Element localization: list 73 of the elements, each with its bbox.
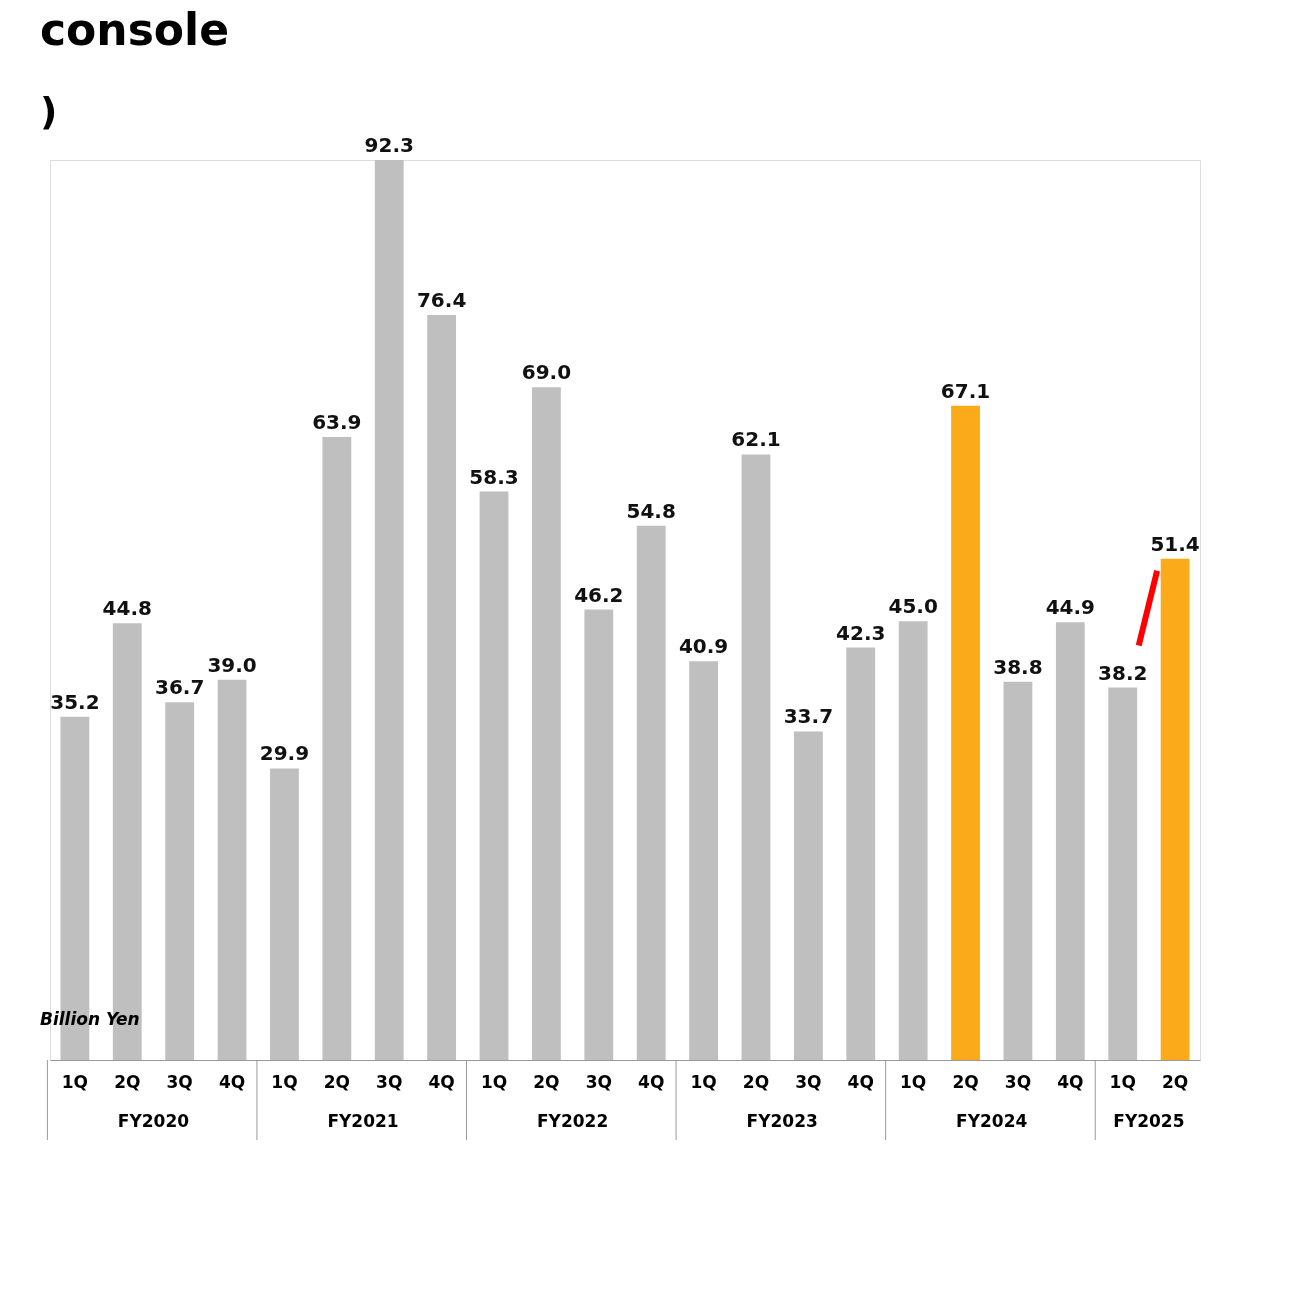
chart-title: console xyxy=(40,4,229,55)
data-label: 69.0 xyxy=(521,360,572,385)
bar xyxy=(322,436,352,1060)
text: FY2024 xyxy=(956,1111,1028,1131)
x-tick-label: 4Q xyxy=(428,1071,455,1092)
data-label: 38.8 xyxy=(993,654,1043,679)
bar xyxy=(898,621,928,1060)
data-label: 44.8 xyxy=(102,596,152,621)
x-tick-label: 1Q xyxy=(690,1071,717,1092)
data-label: 36.7 xyxy=(154,675,205,700)
x-tick-label: 2Q xyxy=(114,1071,141,1092)
data-label: 92.3 xyxy=(364,133,414,157)
x-tick-label: 4Q xyxy=(218,1071,246,1092)
data-label: 45.0 xyxy=(888,594,938,619)
chart-subtitle: ) xyxy=(40,89,58,133)
x-tick-label: 2Q xyxy=(742,1071,770,1092)
bar xyxy=(846,647,876,1060)
bar xyxy=(217,679,247,1060)
bar xyxy=(689,661,718,1060)
x-tick-label: 2Q xyxy=(952,1071,979,1092)
text: FY2025 xyxy=(1113,1111,1185,1131)
data-label: 33.7 xyxy=(783,704,834,729)
data-label: 62.1 xyxy=(731,427,781,452)
bar xyxy=(427,315,457,1060)
data-label: 76.4 xyxy=(416,288,467,313)
x-tick-label: 4Q xyxy=(1057,1071,1084,1092)
bar xyxy=(165,702,195,1060)
text: FY2021 xyxy=(327,1111,399,1131)
data-label: 63.9 xyxy=(312,409,362,434)
x-tick-label: 3Q xyxy=(585,1071,612,1092)
data-label: 44.9 xyxy=(1045,595,1096,620)
data-label: 51.4 xyxy=(1150,531,1200,556)
data-label: 35.2 xyxy=(50,689,100,714)
x-tick-label: 3Q xyxy=(1004,1071,1032,1092)
bar xyxy=(1003,681,1033,1060)
x-tick-label: 1Q xyxy=(61,1071,89,1092)
data-label: 42.3 xyxy=(836,620,886,645)
bar xyxy=(374,160,404,1060)
bar xyxy=(532,387,561,1060)
x-tick-label: 3Q xyxy=(795,1071,822,1092)
text: FY2022 xyxy=(536,1111,609,1131)
bar xyxy=(584,609,614,1060)
data-label: 46.2 xyxy=(574,582,624,607)
bar xyxy=(793,731,823,1060)
text: FY2023 xyxy=(746,1111,818,1131)
text: FY2020 xyxy=(117,1111,190,1131)
bar xyxy=(636,525,666,1060)
x-tick-label: 4Q xyxy=(847,1071,874,1092)
data-label: 54.8 xyxy=(626,498,676,523)
x-tick-label: 3Q xyxy=(166,1071,193,1092)
y-axis-title: Billion Yen xyxy=(40,1009,140,1029)
x-tick-label: 2Q xyxy=(1161,1071,1189,1092)
bar xyxy=(1108,687,1138,1060)
x-tick-label: 3Q xyxy=(376,1071,403,1092)
bar xyxy=(1160,558,1190,1060)
x-tick-label: 2Q xyxy=(323,1071,350,1092)
data-label: 38.2 xyxy=(1098,660,1148,685)
bar xyxy=(951,405,980,1060)
x-tick-label: 2Q xyxy=(533,1071,560,1092)
x-tick-label: 4Q xyxy=(638,1071,665,1092)
bar xyxy=(479,491,509,1060)
data-label: 29.9 xyxy=(259,741,310,766)
bar xyxy=(270,768,299,1060)
x-tick-label: 1Q xyxy=(480,1071,508,1092)
data-label: 39.0 xyxy=(207,652,257,677)
bar xyxy=(1055,622,1085,1060)
data-label: 67.1 xyxy=(940,378,991,403)
bar xyxy=(741,454,771,1060)
x-tick-label: 1Q xyxy=(900,1071,927,1092)
data-label: 40.9 xyxy=(678,634,729,659)
data-label: 58.3 xyxy=(469,464,519,489)
x-tick-label: 1Q xyxy=(271,1071,298,1092)
x-tick-label: 1Q xyxy=(1109,1071,1136,1092)
